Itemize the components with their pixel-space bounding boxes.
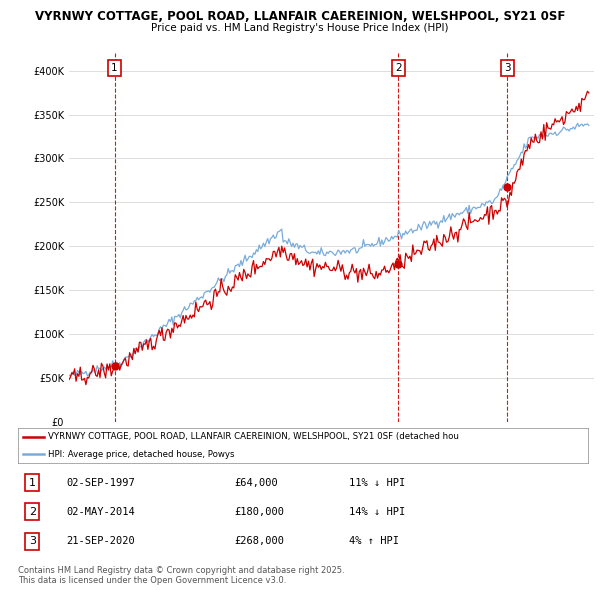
Text: Contains HM Land Registry data © Crown copyright and database right 2025.
This d: Contains HM Land Registry data © Crown c… (18, 566, 344, 585)
Text: 21-SEP-2020: 21-SEP-2020 (67, 536, 135, 546)
Text: 4% ↑ HPI: 4% ↑ HPI (349, 536, 398, 546)
Text: VYRNWY COTTAGE, POOL ROAD, LLANFAIR CAEREINION, WELSHPOOL, SY21 0SF: VYRNWY COTTAGE, POOL ROAD, LLANFAIR CAER… (35, 10, 565, 23)
Text: HPI: Average price, detached house, Powys: HPI: Average price, detached house, Powy… (47, 450, 234, 459)
Text: 1: 1 (29, 477, 36, 487)
Text: 3: 3 (504, 63, 511, 73)
Text: 02-SEP-1997: 02-SEP-1997 (67, 477, 135, 487)
Text: £180,000: £180,000 (235, 507, 284, 517)
Text: 2: 2 (29, 507, 36, 517)
Text: VYRNWY COTTAGE, POOL ROAD, LLANFAIR CAEREINION, WELSHPOOL, SY21 0SF (detached ho: VYRNWY COTTAGE, POOL ROAD, LLANFAIR CAER… (47, 432, 458, 441)
Text: 14% ↓ HPI: 14% ↓ HPI (349, 507, 405, 517)
Text: 3: 3 (29, 536, 36, 546)
Text: 1: 1 (111, 63, 118, 73)
Text: 2: 2 (395, 63, 402, 73)
Text: 02-MAY-2014: 02-MAY-2014 (67, 507, 135, 517)
Text: £64,000: £64,000 (235, 477, 278, 487)
Text: £268,000: £268,000 (235, 536, 284, 546)
Text: Price paid vs. HM Land Registry's House Price Index (HPI): Price paid vs. HM Land Registry's House … (151, 23, 449, 32)
Text: 11% ↓ HPI: 11% ↓ HPI (349, 477, 405, 487)
